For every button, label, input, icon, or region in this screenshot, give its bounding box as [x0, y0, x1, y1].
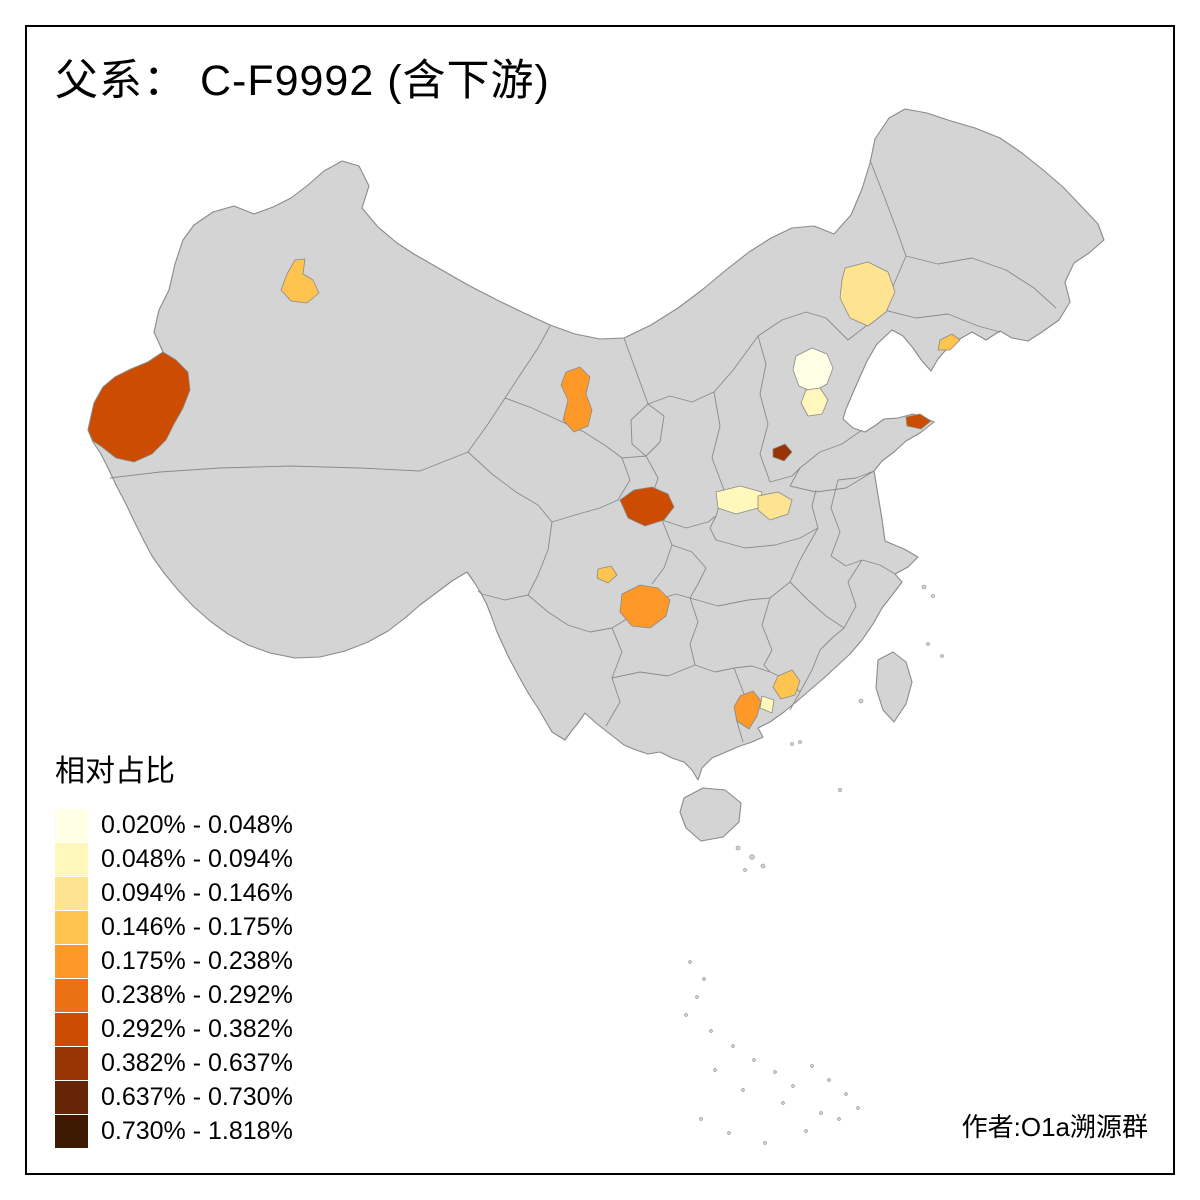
legend-row: 0.048% - 0.094%: [55, 842, 293, 876]
region-kashgar-prefecture: [87, 351, 191, 463]
legend-row: 0.382% - 0.637%: [55, 1046, 293, 1080]
region-dandong-coast: [937, 333, 961, 351]
region-gansu-corridor: [560, 366, 593, 433]
legend-label: 0.094% - 0.146%: [101, 878, 293, 907]
legend-label: 0.292% - 0.382%: [101, 1014, 293, 1043]
region-tianjin-langfang: [800, 387, 829, 417]
region-north-xinjiang: [280, 258, 320, 304]
legend-swatch: [55, 944, 88, 978]
region-henan-central: [757, 491, 793, 521]
hainan-island: [679, 787, 742, 842]
legend-label: 0.238% - 0.292%: [101, 980, 293, 1009]
region-guangdong-central-pale: [759, 695, 775, 714]
legend-row: 0.637% - 0.730%: [55, 1080, 293, 1114]
legend-label: 0.020% - 0.048%: [101, 810, 293, 839]
legend-swatch: [55, 808, 88, 842]
legend-row: 0.730% - 1.818%: [55, 1114, 293, 1148]
attribution: 作者:O1a溯源群: [961, 1112, 1148, 1142]
region-guizhou-north: [619, 584, 671, 629]
region-guangdong-west: [733, 690, 762, 730]
legend-swatch: [55, 910, 88, 944]
legend-row: 0.238% - 0.292%: [55, 978, 293, 1012]
region-shandong-tip: [905, 413, 932, 430]
highlighted-regions: [87, 258, 961, 730]
legend-label: 0.048% - 0.094%: [101, 844, 293, 873]
legend-swatch: [55, 1080, 88, 1114]
south-china-sea-islands: [684, 584, 944, 1145]
page-title: 父系： C-F9992 (含下游): [55, 57, 550, 105]
legend-title: 相对占比: [55, 755, 175, 788]
legend-row: 0.175% - 0.238%: [55, 944, 293, 978]
taiwan-island: [875, 651, 913, 723]
legend-swatch: [55, 842, 88, 876]
legend-row: 0.146% - 0.175%: [55, 910, 293, 944]
legend-label: 0.382% - 0.637%: [101, 1048, 293, 1077]
legend-row: 0.094% - 0.146%: [55, 876, 293, 910]
legend-swatch: [55, 978, 88, 1012]
legend-row: 0.020% - 0.048%: [55, 808, 293, 842]
region-sichuan-small: [596, 565, 618, 584]
legend-label: 0.637% - 0.730%: [101, 1082, 293, 1111]
legend-label: 0.146% - 0.175%: [101, 912, 293, 941]
region-beijing: [792, 347, 834, 393]
region-hebei-south-spot: [772, 443, 793, 462]
legend: 相对占比 0.020% - 0.048% 0.048% - 0.094% 0.094…: [55, 746, 293, 1148]
legend-label: 0.730% - 1.818%: [101, 1116, 293, 1145]
region-south-shaanxi: [619, 486, 675, 527]
legend-entries: 0.020% - 0.048% 0.048% - 0.094% 0.094% - 0…: [55, 808, 293, 1148]
legend-swatch: [55, 1012, 88, 1046]
legend-row: 0.292% - 0.382%: [55, 1012, 293, 1046]
region-guangdong-north: [772, 669, 801, 700]
region-liaoning-central: [839, 261, 896, 327]
plot-frame: [25, 25, 1175, 1175]
legend-swatch: [55, 876, 88, 910]
legend-swatch: [55, 1114, 88, 1148]
legend-swatch: [55, 1046, 88, 1080]
legend-label: 0.175% - 0.238%: [101, 946, 293, 975]
mainland-outline: [87, 108, 1105, 781]
